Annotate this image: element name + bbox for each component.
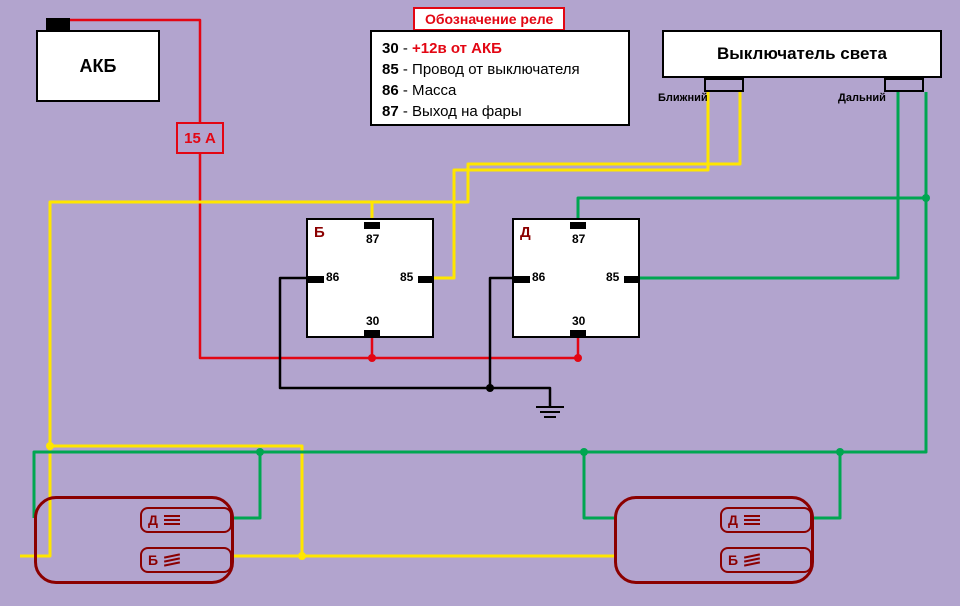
legend-line: 86 - Масса xyxy=(382,80,618,101)
fuse-label: 15 А xyxy=(184,130,216,147)
headlamp-left: Д Б xyxy=(34,496,234,584)
headlamp-high: Д xyxy=(140,507,232,533)
light-switch-label: Выключатель света xyxy=(717,44,887,64)
switch-port-high-label: Дальний xyxy=(838,92,886,104)
switch-port-high xyxy=(884,78,924,92)
legend-line: 87 - Выход на фары xyxy=(382,101,618,122)
relay-low: Б 87 85 86 30 xyxy=(306,218,434,338)
battery-label: АКБ xyxy=(80,56,117,77)
relay-tag: Д xyxy=(520,224,531,241)
relay-tag: Б xyxy=(314,224,325,241)
headlamp-right: Д Б xyxy=(614,496,814,584)
fuse-box: 15 А xyxy=(176,122,224,154)
relay-high: Д 87 85 86 30 xyxy=(512,218,640,338)
ground-symbol xyxy=(535,406,565,418)
legend-title: Обозначение реле xyxy=(413,7,565,31)
headlamp-low: Б xyxy=(720,547,812,573)
headlamp-high: Д xyxy=(720,507,812,533)
switch-port-low xyxy=(704,78,744,92)
light-switch-box: Выключатель света xyxy=(662,30,942,78)
battery-box: АКБ xyxy=(36,30,160,102)
legend-line: 30 - +12в от АКБ xyxy=(382,38,618,59)
headlamp-low: Б xyxy=(140,547,232,573)
switch-port-low-label: Ближний xyxy=(658,92,708,104)
legend-box: 30 - +12в от АКБ 85 - Провод от выключат… xyxy=(370,30,630,126)
legend-line: 85 - Провод от выключателя xyxy=(382,59,618,80)
